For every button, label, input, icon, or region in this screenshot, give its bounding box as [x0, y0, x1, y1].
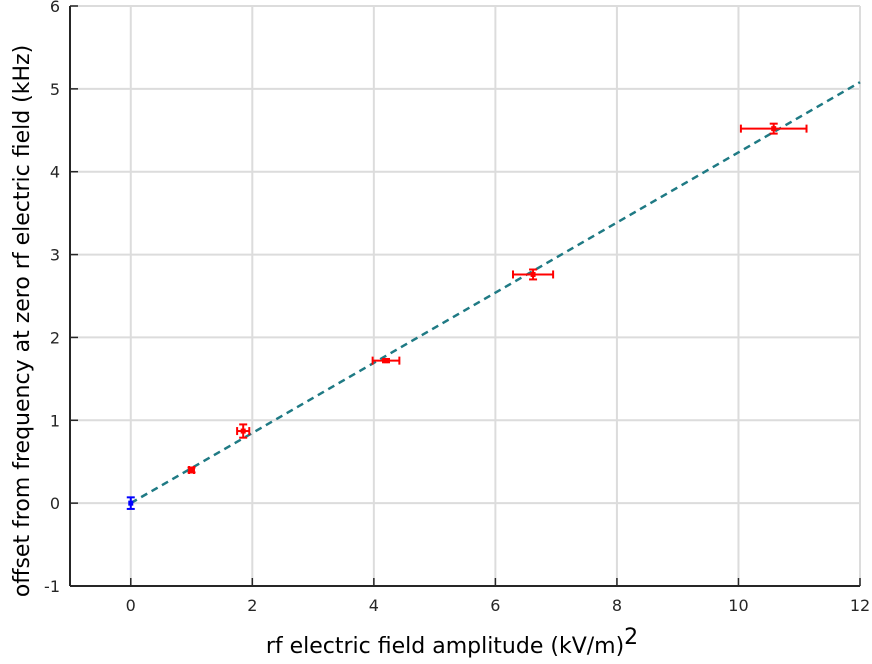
x-tick-label: 0	[126, 596, 136, 615]
x-tick-label: 12	[850, 596, 870, 615]
x-axis-title: rf electric field amplitude (kV/m)2	[266, 625, 638, 659]
data-points-layer	[126, 122, 808, 510]
data-point	[236, 423, 251, 439]
data-marker	[128, 500, 134, 506]
y-tick-label: 0	[50, 494, 60, 513]
x-tick-label: 4	[369, 596, 379, 615]
axes	[69, 5, 861, 587]
grid	[70, 5, 861, 587]
data-point	[126, 496, 135, 510]
y-axis-title: offset from frequency at zero rf electri…	[10, 45, 35, 597]
x-tick-label: 10	[728, 596, 748, 615]
y-tick-label: 5	[50, 80, 60, 99]
y-tick-label: 2	[50, 328, 60, 347]
fit-line	[130, 81, 861, 505]
x-tick-label: 2	[247, 596, 257, 615]
y-tick-label: 4	[50, 163, 60, 182]
y-tick-label: -1	[44, 577, 60, 596]
x-axis-title-superscript: 2	[624, 625, 638, 650]
x-tick-label: 8	[612, 596, 622, 615]
x-tick-label: 6	[490, 596, 500, 615]
data-point	[371, 356, 401, 365]
data-point	[187, 466, 196, 474]
y-tick-label: 1	[50, 411, 60, 430]
data-marker	[530, 271, 536, 277]
fit-line-layer	[130, 81, 861, 505]
data-marker	[240, 428, 246, 434]
y-tick-label: 3	[50, 246, 60, 265]
data-marker	[383, 358, 389, 364]
data-marker	[189, 467, 195, 473]
data-point	[739, 122, 808, 135]
y-tick-label: 6	[50, 0, 60, 16]
data-marker	[771, 126, 777, 132]
data-point	[512, 268, 555, 281]
